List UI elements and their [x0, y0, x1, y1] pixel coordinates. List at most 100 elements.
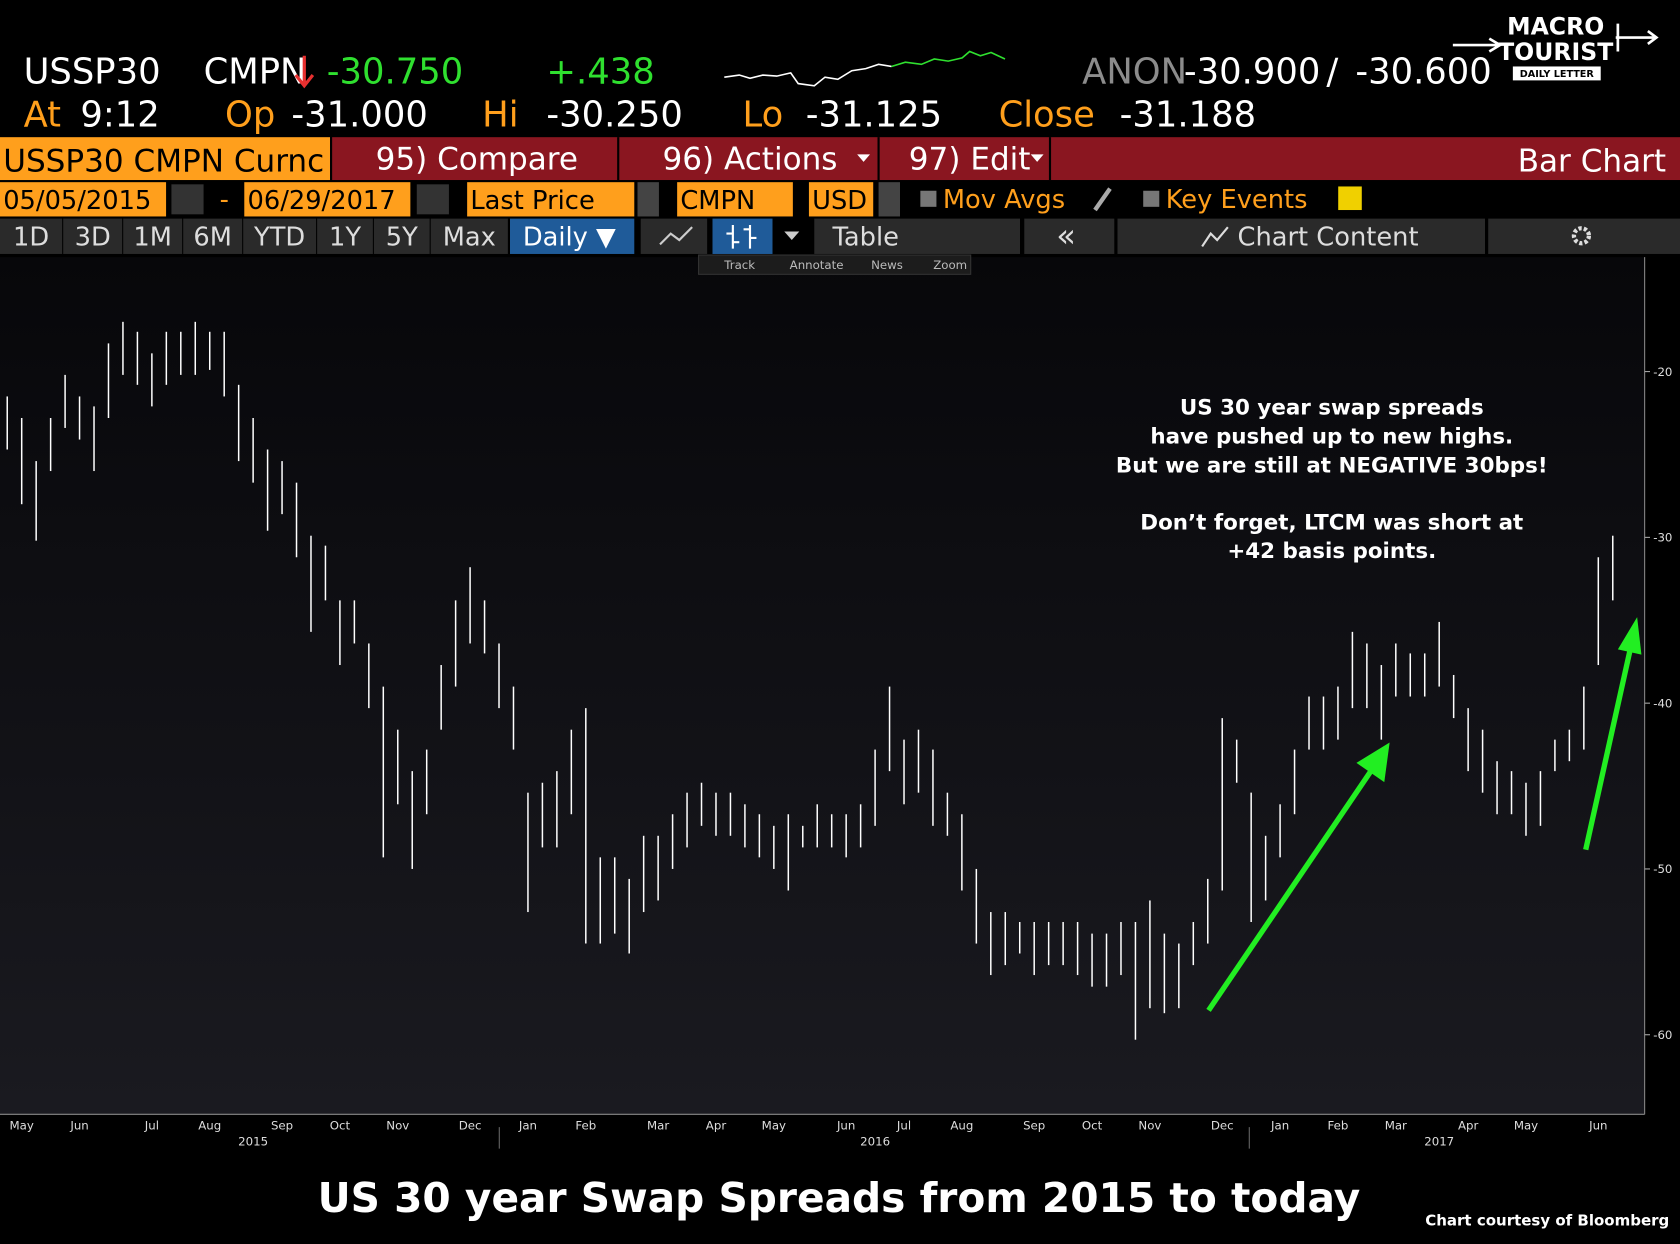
chart-kind: Bar Chart: [1518, 143, 1666, 179]
sparkline: [724, 63, 892, 87]
time-label: At: [24, 94, 62, 135]
actions-button[interactable]: 96) Actions: [663, 141, 838, 177]
currency[interactable]: USD: [812, 186, 867, 216]
ticker[interactable]: USSP30 CMPN Curnc: [3, 143, 324, 179]
calendar-icon[interactable]: [416, 184, 449, 215]
bar-icon-box[interactable]: [712, 218, 773, 254]
period-box[interactable]: [373, 218, 430, 254]
period-button[interactable]: 1D: [13, 222, 49, 252]
year-label: 2016: [860, 1134, 890, 1148]
field[interactable]: Last Price: [470, 186, 594, 216]
quote-source: ANON: [1082, 52, 1187, 93]
logo-text: TOURIST: [1498, 38, 1613, 66]
period-button[interactable]: 6M: [193, 222, 232, 252]
separator: /: [1326, 52, 1338, 93]
tool-button[interactable]: Annotate: [790, 258, 844, 272]
compare-button[interactable]: 95) Compare: [376, 141, 578, 177]
low-label: Lo: [743, 94, 784, 135]
chart-content[interactable]: Chart Content: [1238, 222, 1419, 252]
chart-content-icon: [1201, 226, 1229, 248]
period-button[interactable]: Max: [443, 222, 496, 252]
period-button[interactable]: YTD: [253, 222, 305, 252]
pricing-box[interactable]: [677, 182, 793, 217]
x-tick-label: Dec: [1211, 1118, 1234, 1132]
dropdown[interactable]: [637, 182, 659, 217]
table-button[interactable]: Table: [831, 222, 898, 252]
menu-dividers: [617, 137, 1052, 181]
calendar-icon[interactable]: [171, 184, 204, 215]
collapse-box[interactable]: [1024, 218, 1115, 254]
date-dash: -: [220, 185, 229, 215]
ticker-box[interactable]: [0, 137, 330, 181]
period-box[interactable]: [317, 218, 373, 254]
close-label: Close: [999, 94, 1095, 135]
period-box[interactable]: [0, 218, 63, 254]
key-events[interactable]: Key Events: [1166, 185, 1308, 215]
year-label: 2015: [238, 1134, 268, 1148]
currency-box[interactable]: [808, 182, 874, 217]
x-tick-label: Apr: [706, 1118, 727, 1132]
period-box[interactable]: [243, 218, 317, 254]
table-box[interactable]: [814, 218, 1020, 254]
close: -31.188: [1120, 94, 1256, 135]
annotation: US 30 year swap spreads have pushed up to…: [1116, 396, 1548, 565]
collapse-button[interactable]: «: [1056, 216, 1076, 254]
logo: MACRO TOURIST DAILY LETTER: [1452, 12, 1659, 81]
annotation-line: +42 basis points.: [1227, 539, 1436, 564]
pricing[interactable]: CMPN: [680, 186, 755, 216]
tool-button[interactable]: Track: [723, 258, 755, 272]
info-icon[interactable]: [1338, 186, 1362, 211]
end-date[interactable]: 06/29/2017: [247, 186, 395, 216]
y-tick-label: -60: [1653, 1028, 1672, 1042]
x-tick-label: Jun: [836, 1118, 855, 1132]
pencil-icon[interactable]: [1093, 187, 1112, 212]
logo-band: [1512, 66, 1601, 81]
frequency[interactable]: Daily ▼: [523, 222, 616, 252]
x-tick-label: Aug: [198, 1118, 221, 1132]
frequency-box[interactable]: [510, 218, 635, 254]
annotation-line: Don’t forget, LTCM was short at: [1140, 510, 1523, 535]
tool-button[interactable]: News: [871, 258, 903, 272]
x-tick-label: Sep: [1023, 1118, 1045, 1132]
period-buttons: 1D 3D 1M 6M YTD 1Y 5Y Max: [0, 218, 508, 254]
annotation-line: have pushed up to new highs.: [1150, 425, 1513, 450]
date-box[interactable]: [244, 182, 411, 217]
gear-icon[interactable]: [1571, 226, 1592, 246]
down-arrow: [294, 55, 315, 89]
credit: Chart courtesy of Bloomberg: [1425, 1212, 1669, 1230]
y-tick-label: -40: [1653, 696, 1672, 710]
tools-box: [698, 254, 972, 275]
mov-avgs[interactable]: Mov Avgs: [943, 185, 1065, 215]
line-icon: [659, 226, 693, 246]
dropdown-caret[interactable]: [784, 231, 800, 241]
field-box[interactable]: [467, 182, 635, 217]
period-box[interactable]: [63, 218, 123, 254]
annotation-line: US 30 year swap spreads: [1180, 396, 1484, 421]
x-tick-label: Jan: [518, 1118, 537, 1132]
period-button[interactable]: 1Y: [329, 222, 361, 252]
checkbox[interactable]: [920, 190, 937, 207]
x-tick-label: May: [10, 1118, 34, 1132]
sparkline-recent: [891, 50, 1006, 68]
period-box[interactable]: [183, 218, 243, 254]
year-label: 2017: [1424, 1134, 1454, 1148]
period-button[interactable]: 5Y: [386, 222, 418, 252]
x-tick-label: Jul: [144, 1118, 159, 1132]
period-button[interactable]: 1M: [133, 222, 172, 252]
checkbox[interactable]: [1143, 190, 1160, 207]
chart-content-box[interactable]: [1117, 218, 1486, 254]
tool-button[interactable]: Zoom: [933, 258, 967, 272]
period-box[interactable]: [430, 218, 508, 254]
start-date[interactable]: 05/05/2015: [3, 186, 151, 216]
arrow-shaft: [1583, 646, 1634, 851]
date-box[interactable]: [0, 182, 167, 217]
settings-box[interactable]: [1488, 218, 1680, 254]
x-tick-label: Oct: [1082, 1118, 1103, 1132]
x-tick-label: Nov: [1138, 1118, 1161, 1132]
period-button[interactable]: 3D: [75, 222, 111, 252]
edit-button[interactable]: 97) Edit: [909, 141, 1031, 177]
dropdown[interactable]: [878, 182, 900, 217]
last-price: -30.750: [327, 52, 463, 93]
period-box[interactable]: [123, 218, 183, 254]
